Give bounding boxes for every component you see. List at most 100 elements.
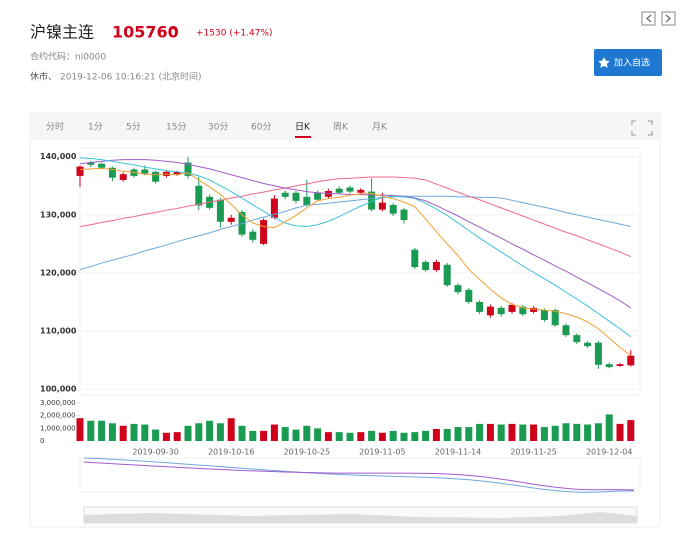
volume-bar <box>227 418 235 441</box>
navigator-area <box>84 512 637 523</box>
candle-body <box>357 189 365 193</box>
x-tick-label: 2019-10-16 <box>208 448 255 457</box>
candle-body <box>497 307 505 315</box>
tab[interactable]: 周K <box>333 122 349 133</box>
volume-bar <box>389 430 397 441</box>
volume-bar <box>292 429 300 441</box>
candle-body <box>249 231 257 240</box>
candle-body <box>400 209 408 221</box>
volume-bar <box>195 423 203 441</box>
indicator-curve <box>83 461 635 491</box>
y-tick-label: 100,000 <box>40 385 77 394</box>
add-button[interactable]: 加入自选 <box>594 49 662 76</box>
moving-average <box>79 157 632 338</box>
candle-body <box>627 355 635 366</box>
volume-bar <box>540 427 548 441</box>
candle-body <box>573 335 581 343</box>
y-tick-label: 130,000 <box>40 210 77 219</box>
y-tick-label: 120,000 <box>40 268 77 277</box>
volume-bar <box>303 425 311 441</box>
volume-bar <box>141 424 149 441</box>
x-tick-label: 2019-11-25 <box>510 448 557 457</box>
moving-average <box>79 195 631 270</box>
volume-bar <box>443 428 451 441</box>
volume-bar <box>324 432 332 441</box>
candle-body <box>87 162 95 165</box>
candle-body <box>389 204 397 214</box>
candle-body <box>98 163 106 168</box>
volume-bar <box>314 428 322 441</box>
moving-average <box>79 167 632 356</box>
volume-bar <box>162 432 170 441</box>
candle-body <box>486 306 494 316</box>
box <box>641 11 656 26</box>
volume-bar <box>562 423 570 441</box>
candle-body <box>76 166 84 176</box>
x-tick-label: 2019-09-30 <box>132 448 179 457</box>
volume-bar <box>605 414 613 441</box>
volume-tick-label: 1,000,000 <box>40 424 76 432</box>
candle-body <box>443 264 451 286</box>
button-bg <box>594 49 662 76</box>
volume-bar <box>411 432 419 441</box>
tab[interactable]: 月K <box>372 122 388 133</box>
volume-bar <box>616 423 624 441</box>
candle-body <box>551 310 559 326</box>
indicator-frame <box>79 457 641 493</box>
volume-bar <box>519 424 527 441</box>
candle-body <box>216 199 224 222</box>
candle-body <box>562 325 570 336</box>
candle-body <box>184 162 192 176</box>
contract: 合约代码：ni0000 <box>30 51 106 63</box>
volume-bar <box>400 432 408 441</box>
arrow <box>646 14 652 23</box>
tab[interactable]: 5分 <box>126 122 141 133</box>
plot-frame <box>79 147 641 396</box>
volume-bar <box>76 418 84 441</box>
candle-body <box>432 261 440 271</box>
volume-tick-label: 3,000,000 <box>40 399 76 407</box>
box <box>661 11 676 26</box>
candle-body <box>465 289 473 303</box>
candle-body <box>530 307 538 312</box>
candle-body <box>270 198 278 218</box>
candle-body <box>454 285 462 293</box>
candle-body <box>519 306 527 315</box>
volume-bar <box>173 432 181 441</box>
next-button[interactable] <box>661 11 676 26</box>
volume-bar <box>465 427 473 441</box>
volume-bar <box>476 423 484 441</box>
candle-body <box>605 364 613 368</box>
volume-bar <box>206 420 214 441</box>
status: 休市、 <box>30 71 57 83</box>
volume-bar <box>584 424 592 441</box>
candle-body <box>324 191 332 197</box>
candle-body <box>281 192 289 197</box>
arrow <box>665 14 671 23</box>
candle-body <box>292 192 300 201</box>
tab[interactable]: 日K <box>295 122 311 133</box>
volume-bar <box>130 423 138 441</box>
tab[interactable]: 30分 <box>208 122 228 133</box>
volume-tick-label: 2,000,000 <box>40 412 76 420</box>
volume-bar <box>335 432 343 441</box>
tab-bar <box>30 113 660 140</box>
up-arrow <box>169 27 177 32</box>
tab[interactable]: 分时 <box>46 121 64 133</box>
volume-bar <box>184 425 192 441</box>
volume-bar <box>508 423 516 441</box>
indicator-curve <box>83 457 635 493</box>
volume-bar <box>357 432 365 441</box>
tab[interactable]: 15分 <box>166 122 186 133</box>
prev-button[interactable] <box>641 11 656 26</box>
candle-body <box>108 167 116 178</box>
tab[interactable]: 1分 <box>88 122 103 133</box>
volume-bar <box>627 420 635 441</box>
volume-bar <box>497 424 505 441</box>
button-label: 加入自选 <box>614 57 650 69</box>
candle-body <box>195 185 203 206</box>
fullscreen-icon[interactable] <box>631 120 653 136</box>
tab[interactable]: 60分 <box>251 122 271 133</box>
candle-body <box>260 220 268 244</box>
